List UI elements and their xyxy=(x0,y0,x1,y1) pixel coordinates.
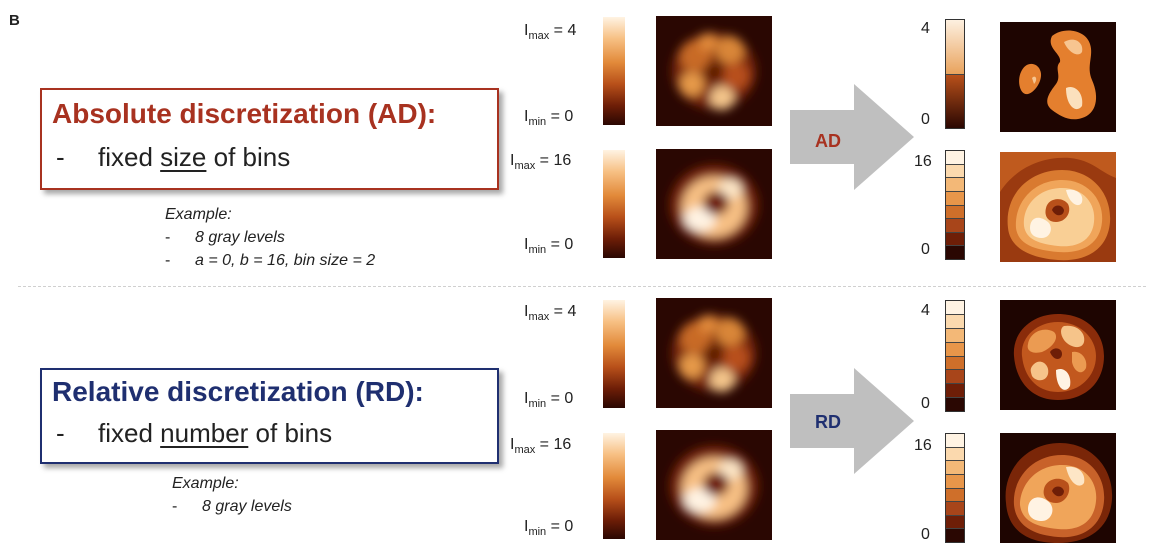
rd-box-dash: - xyxy=(56,418,65,448)
ad-box-line-pre: fixed xyxy=(98,142,161,172)
ad-definition-box: Absolute discretization (AD): - fixed siz… xyxy=(40,88,499,190)
rd-box-line-pre: fixed xyxy=(98,418,161,448)
ad-box-line-underlined: size xyxy=(160,142,207,172)
discretized-image xyxy=(1000,152,1116,262)
ad-box-line: - fixed size of bins xyxy=(56,142,290,173)
imin-label: Imin = 0 xyxy=(524,390,574,410)
rd-box-line-post: of bins xyxy=(248,418,333,448)
ad-arrow-label: AD xyxy=(815,131,841,151)
discretized-image xyxy=(1000,22,1116,132)
ad-arrow xyxy=(790,84,914,190)
rd-example-item: -8 gray levels xyxy=(172,498,292,515)
ad-box-line-post: of bins xyxy=(206,142,291,172)
continuous-colorbar xyxy=(603,300,625,408)
rd-box-title: Relative discretization (RD): xyxy=(52,376,424,407)
rd-arrow-label: RD xyxy=(815,412,841,432)
discrete-colorbar xyxy=(945,150,965,260)
ad-example-item: -a = 0, b = 16, bin size = 2 xyxy=(165,252,376,269)
discrete-colorbar xyxy=(945,19,965,129)
ad-box-dash: - xyxy=(56,142,65,172)
rd-definition-box: Relative discretization (RD): - fixed num… xyxy=(40,368,499,464)
panel-label: B xyxy=(9,12,20,29)
discrete-colorbar xyxy=(945,433,965,543)
imin-label: Imin = 0 xyxy=(524,518,574,538)
continuous-image xyxy=(656,149,772,259)
imin-label: Imin = 0 xyxy=(524,236,574,256)
imax-label: Iminmax = 4 xyxy=(524,303,577,323)
discrete-tick-top: 4 xyxy=(921,20,930,37)
imax-label: Imax = 16 xyxy=(510,436,572,456)
discretized-image xyxy=(1000,433,1116,543)
discrete-colorbar xyxy=(945,300,965,412)
rd-arrow xyxy=(790,368,914,474)
rd-example: Example: -8 gray levels xyxy=(172,472,292,518)
ad-example: Example: -8 gray levels -a = 0, b = 16, … xyxy=(165,203,375,272)
ad-example-item: -8 gray levels xyxy=(165,229,285,246)
continuous-image xyxy=(656,298,772,408)
ad-box-title: Absolute discretization (AD): xyxy=(52,98,437,129)
discrete-tick-bottom: 0 xyxy=(921,395,930,412)
discrete-tick-top: 16 xyxy=(914,437,932,454)
imax-label: Imax = 16 xyxy=(510,152,572,172)
imin-label: Imin = 0 xyxy=(524,108,574,128)
imax-label: Imax = 4 xyxy=(524,22,577,42)
continuous-colorbar xyxy=(603,17,625,125)
discrete-tick-top: 16 xyxy=(914,153,932,170)
discrete-tick-bottom: 0 xyxy=(921,241,930,258)
discrete-tick-bottom: 0 xyxy=(921,526,930,543)
rd-box-line-underlined: number xyxy=(160,418,249,448)
rd-box-line: - fixed number of bins xyxy=(56,418,332,449)
ad-example-title: Example: xyxy=(165,206,232,223)
rd-example-title: Example: xyxy=(172,475,239,492)
continuous-image xyxy=(656,16,772,126)
section-divider xyxy=(18,286,1146,287)
continuous-image xyxy=(656,430,772,540)
continuous-colorbar xyxy=(603,150,625,258)
continuous-colorbar xyxy=(603,433,625,539)
discrete-tick-top: 4 xyxy=(921,302,930,319)
discrete-tick-bottom: 0 xyxy=(921,111,930,128)
discretized-image xyxy=(1000,300,1116,410)
